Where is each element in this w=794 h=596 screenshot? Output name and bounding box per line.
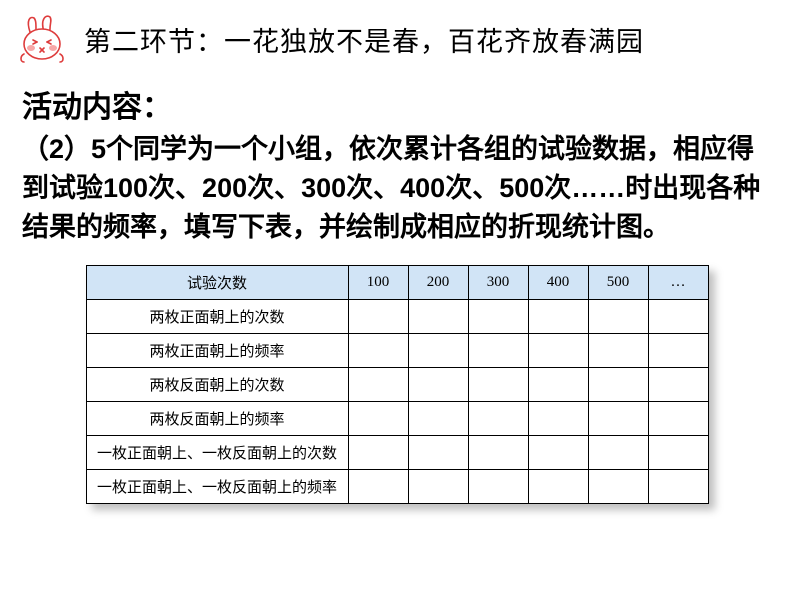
row-value-cell bbox=[648, 436, 708, 470]
table-row: 两枚反面朝上的频率 bbox=[86, 402, 708, 436]
row-value-cell bbox=[468, 368, 528, 402]
row-value-cell bbox=[468, 334, 528, 368]
table-row: 两枚正面朝上的次数 bbox=[86, 300, 708, 334]
row-value-cell bbox=[468, 402, 528, 436]
row-value-cell bbox=[348, 402, 408, 436]
row-value-cell bbox=[588, 402, 648, 436]
row-value-cell bbox=[528, 470, 588, 504]
activity-subtitle: 活动内容： bbox=[0, 70, 794, 126]
table-header-cell: 200 bbox=[408, 266, 468, 300]
rabbit-icon bbox=[16, 14, 72, 70]
row-value-cell bbox=[588, 436, 648, 470]
row-value-cell bbox=[408, 470, 468, 504]
row-value-cell bbox=[408, 402, 468, 436]
table-row: 两枚正面朝上的频率 bbox=[86, 334, 708, 368]
section-title: 第二环节：一花独放不是春，百花齐放春满园 bbox=[84, 14, 644, 59]
row-value-cell bbox=[408, 300, 468, 334]
row-value-cell bbox=[468, 470, 528, 504]
row-value-cell bbox=[348, 470, 408, 504]
table-header-cell: 400 bbox=[528, 266, 588, 300]
row-label-cell: 两枚反面朝上的次数 bbox=[86, 368, 348, 402]
row-label-cell: 两枚正面朝上的频率 bbox=[86, 334, 348, 368]
table-header-cell: 100 bbox=[348, 266, 408, 300]
row-label-cell: 一枚正面朝上、一枚反面朝上的次数 bbox=[86, 436, 348, 470]
row-value-cell bbox=[588, 300, 648, 334]
row-value-cell bbox=[528, 436, 588, 470]
row-value-cell bbox=[348, 300, 408, 334]
row-value-cell bbox=[528, 402, 588, 436]
header: 第二环节：一花独放不是春，百花齐放春满园 bbox=[0, 0, 794, 70]
row-label-cell: 两枚反面朝上的频率 bbox=[86, 402, 348, 436]
row-value-cell bbox=[348, 334, 408, 368]
frequency-table: 试验次数 100 200 300 400 500 … 两枚正面朝上的次数两枚正面… bbox=[86, 265, 709, 504]
table-header-cell: 试验次数 bbox=[86, 266, 348, 300]
row-value-cell bbox=[408, 334, 468, 368]
row-value-cell bbox=[528, 368, 588, 402]
row-value-cell bbox=[648, 300, 708, 334]
row-value-cell bbox=[408, 436, 468, 470]
table-row: 一枚正面朝上、一枚反面朝上的频率 bbox=[86, 470, 708, 504]
row-value-cell bbox=[648, 402, 708, 436]
table-body: 两枚正面朝上的次数两枚正面朝上的频率两枚反面朝上的次数两枚反面朝上的频率一枚正面… bbox=[86, 300, 708, 504]
table-header-row: 试验次数 100 200 300 400 500 … bbox=[86, 266, 708, 300]
table-container: 试验次数 100 200 300 400 500 … 两枚正面朝上的次数两枚正面… bbox=[0, 247, 794, 504]
row-label-cell: 一枚正面朝上、一枚反面朝上的频率 bbox=[86, 470, 348, 504]
row-value-cell bbox=[468, 436, 528, 470]
row-value-cell bbox=[528, 300, 588, 334]
table-row: 一枚正面朝上、一枚反面朝上的次数 bbox=[86, 436, 708, 470]
row-value-cell bbox=[348, 368, 408, 402]
row-value-cell bbox=[648, 334, 708, 368]
row-value-cell bbox=[588, 470, 648, 504]
row-value-cell bbox=[588, 368, 648, 402]
row-value-cell bbox=[648, 470, 708, 504]
row-value-cell bbox=[588, 334, 648, 368]
row-value-cell bbox=[408, 368, 468, 402]
row-value-cell bbox=[468, 300, 528, 334]
row-value-cell bbox=[648, 368, 708, 402]
table-header-cell: … bbox=[648, 266, 708, 300]
table-header-cell: 300 bbox=[468, 266, 528, 300]
row-value-cell bbox=[528, 334, 588, 368]
row-label-cell: 两枚正面朝上的次数 bbox=[86, 300, 348, 334]
table-header-cell: 500 bbox=[588, 266, 648, 300]
row-value-cell bbox=[348, 436, 408, 470]
table-row: 两枚反面朝上的次数 bbox=[86, 368, 708, 402]
activity-body: （2）5个同学为一个小组，依次累计各组的试验数据，相应得到试验100次、200次… bbox=[0, 126, 794, 247]
